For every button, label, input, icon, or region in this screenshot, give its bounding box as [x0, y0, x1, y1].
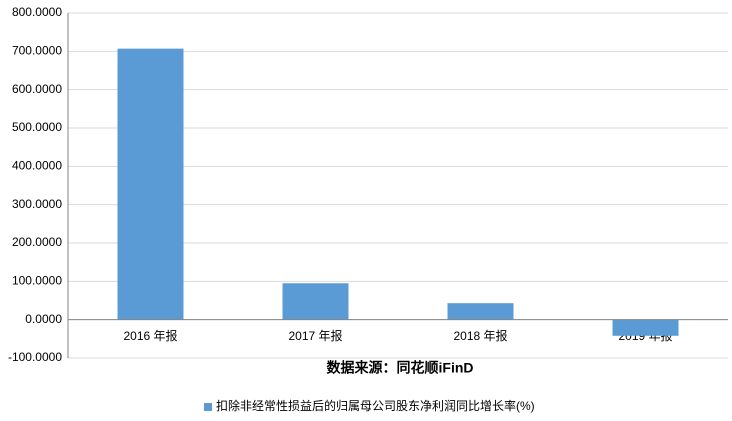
x-tick-label: 2016 年报 — [123, 328, 177, 343]
y-tick-label: 700.0000 — [12, 44, 62, 58]
y-tick-label: 600.0000 — [12, 82, 62, 96]
source-note: 数据来源：同花顺iFinD — [327, 360, 474, 376]
legend-label: 扣除非经常性损益后的归属母公司股东净利润同比增长率(%) — [216, 398, 535, 413]
legend-swatch — [204, 403, 212, 411]
x-tick-label: 2017 年报 — [288, 328, 342, 343]
x-tick-label: 2018 年报 — [453, 328, 507, 343]
y-tick-label: 200.0000 — [12, 235, 62, 249]
y-tick-label: 300.0000 — [12, 197, 62, 211]
bar — [612, 319, 679, 336]
y-tick-label: 800.0000 — [12, 5, 62, 19]
y-tick-label: 400.0000 — [12, 159, 62, 173]
y-tick-label: 0.0000 — [25, 312, 62, 326]
y-tick-label: -100.0000 — [8, 350, 62, 364]
bar — [117, 48, 184, 320]
y-tick-label: 100.0000 — [12, 274, 62, 288]
y-tick-label: 500.0000 — [12, 120, 62, 134]
bar — [282, 283, 349, 320]
bar — [447, 303, 514, 320]
